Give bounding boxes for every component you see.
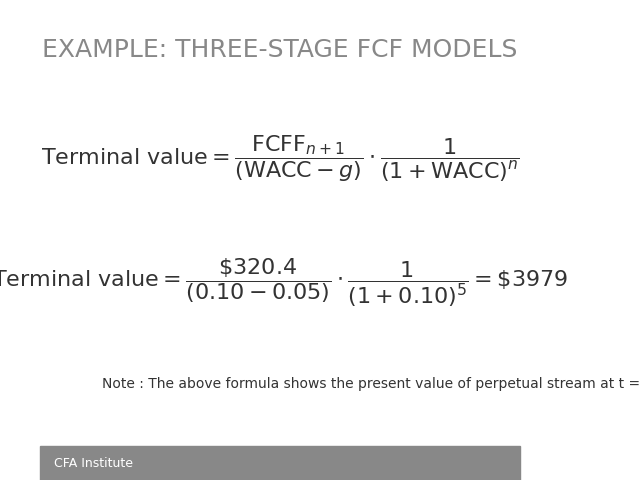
FancyBboxPatch shape [40,446,520,480]
Text: $\mathrm{Terminal\ value} = \dfrac{\$320.4}{(0.10-0.05)} \cdot \dfrac{1}{(1+0.10: $\mathrm{Terminal\ value} = \dfrac{\$320… [0,257,568,310]
Text: $\mathrm{Terminal\ value} = \dfrac{\mathrm{FCFF}_{n+1}}{(\mathrm{WACC}-g)} \cdot: $\mathrm{Terminal\ value} = \dfrac{\math… [41,133,520,184]
Text: EXAMPLE: THREE-STAGE FCF MODELS: EXAMPLE: THREE-STAGE FCF MODELS [42,38,518,62]
Text: Note : The above formula shows the present value of perpetual stream at t = 0: Note : The above formula shows the prese… [102,377,640,391]
Text: CFA Institute: CFA Institute [54,456,134,470]
